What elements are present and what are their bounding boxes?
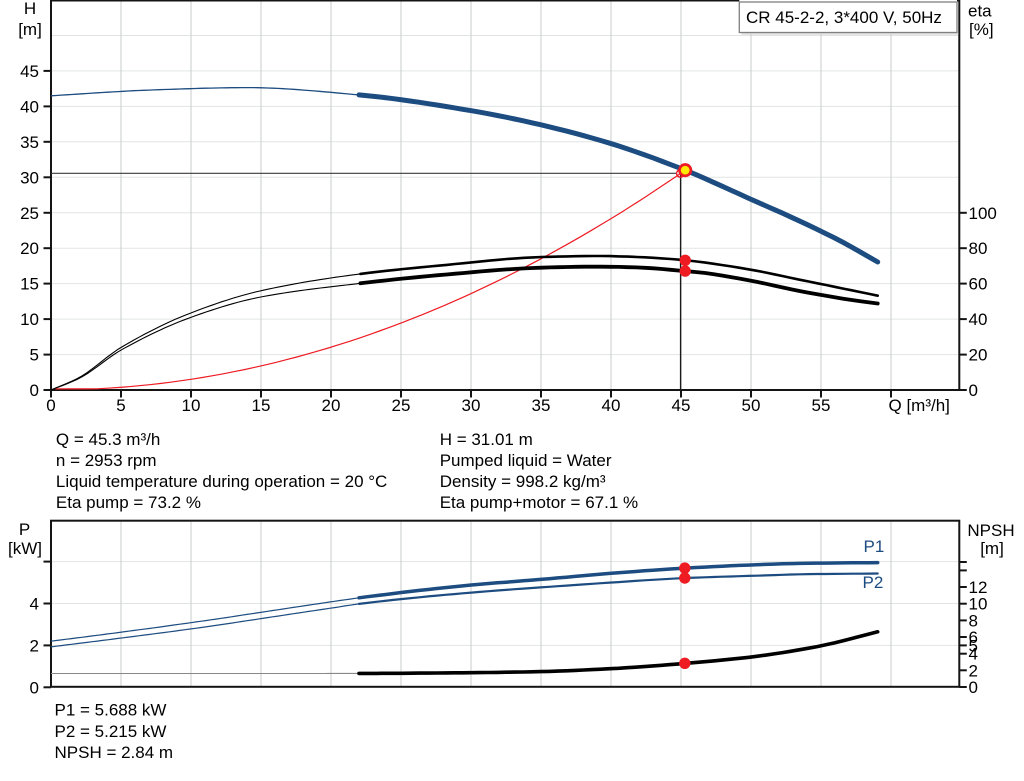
svg-text:2: 2 xyxy=(30,636,39,655)
svg-text:40: 40 xyxy=(20,97,39,116)
svg-text:Eta pump+motor = 67.1 %: Eta pump+motor = 67.1 % xyxy=(440,493,638,512)
svg-text:30: 30 xyxy=(20,168,39,187)
svg-text:P2 = 5.215 kW: P2 = 5.215 kW xyxy=(55,722,167,741)
svg-text:Q [m³/h]: Q [m³/h] xyxy=(889,396,950,415)
svg-text:6: 6 xyxy=(969,628,978,647)
svg-text:P1 = 5.688 kW: P1 = 5.688 kW xyxy=(55,701,167,720)
svg-text:20: 20 xyxy=(20,239,39,258)
svg-text:10: 10 xyxy=(20,310,39,329)
svg-text:80: 80 xyxy=(969,239,988,258)
svg-text:4: 4 xyxy=(969,645,978,664)
svg-text:40: 40 xyxy=(969,310,988,329)
svg-text:45: 45 xyxy=(672,396,691,415)
svg-text:Liquid temperature during oper: Liquid temperature during operation = 20… xyxy=(56,472,387,491)
svg-text:0: 0 xyxy=(46,396,55,415)
svg-text:5: 5 xyxy=(116,396,125,415)
svg-text:Pumped liquid = Water: Pumped liquid = Water xyxy=(440,451,612,470)
svg-text:45: 45 xyxy=(20,62,39,81)
svg-text:H = 31.01 m: H = 31.01 m xyxy=(440,430,533,449)
svg-text:eta: eta xyxy=(968,2,992,21)
svg-text:2: 2 xyxy=(969,661,978,680)
svg-text:15: 15 xyxy=(20,275,39,294)
svg-text:NPSH: NPSH xyxy=(967,521,1014,540)
svg-text:NPSH = 2.84 m: NPSH = 2.84 m xyxy=(55,743,174,762)
svg-text:5: 5 xyxy=(30,346,39,365)
svg-text:35: 35 xyxy=(532,396,551,415)
svg-text:Eta pump = 73.2 %: Eta pump = 73.2 % xyxy=(56,493,201,512)
svg-text:[kW]: [kW] xyxy=(8,539,42,558)
svg-text:H: H xyxy=(24,0,36,18)
svg-text:40: 40 xyxy=(602,396,621,415)
svg-text:20: 20 xyxy=(322,396,341,415)
svg-text:25: 25 xyxy=(392,396,411,415)
svg-text:50: 50 xyxy=(742,396,761,415)
svg-text:20: 20 xyxy=(969,346,988,365)
svg-text:25: 25 xyxy=(20,204,39,223)
svg-text:P2: P2 xyxy=(863,573,884,592)
svg-text:12: 12 xyxy=(969,578,988,597)
svg-text:15: 15 xyxy=(252,396,271,415)
svg-text:55: 55 xyxy=(812,396,831,415)
svg-text:0: 0 xyxy=(30,381,39,400)
svg-text:8: 8 xyxy=(969,611,978,630)
svg-text:[%]: [%] xyxy=(969,20,994,39)
svg-text:CR 45-2-2, 3*400 V, 50Hz: CR 45-2-2, 3*400 V, 50Hz xyxy=(746,8,942,27)
svg-text:10: 10 xyxy=(969,595,988,614)
svg-text:Density = 998.2 kg/m³: Density = 998.2 kg/m³ xyxy=(440,472,606,491)
svg-text:P1: P1 xyxy=(864,537,885,556)
svg-text:n = 2953 rpm: n = 2953 rpm xyxy=(56,451,157,470)
svg-text:100: 100 xyxy=(969,204,997,223)
svg-text:0: 0 xyxy=(30,678,39,697)
svg-text:[m]: [m] xyxy=(980,539,1004,558)
svg-text:0: 0 xyxy=(969,381,978,400)
svg-text:P: P xyxy=(19,520,30,539)
svg-text:5: 5 xyxy=(969,636,978,655)
svg-text:Q = 45.3 m³/h: Q = 45.3 m³/h xyxy=(56,430,160,449)
svg-text:60: 60 xyxy=(969,275,988,294)
svg-text:35: 35 xyxy=(20,133,39,152)
svg-text:[m]: [m] xyxy=(18,20,42,39)
svg-text:10: 10 xyxy=(182,396,201,415)
svg-text:0: 0 xyxy=(969,678,978,697)
svg-text:4: 4 xyxy=(30,595,39,614)
svg-text:30: 30 xyxy=(462,396,481,415)
